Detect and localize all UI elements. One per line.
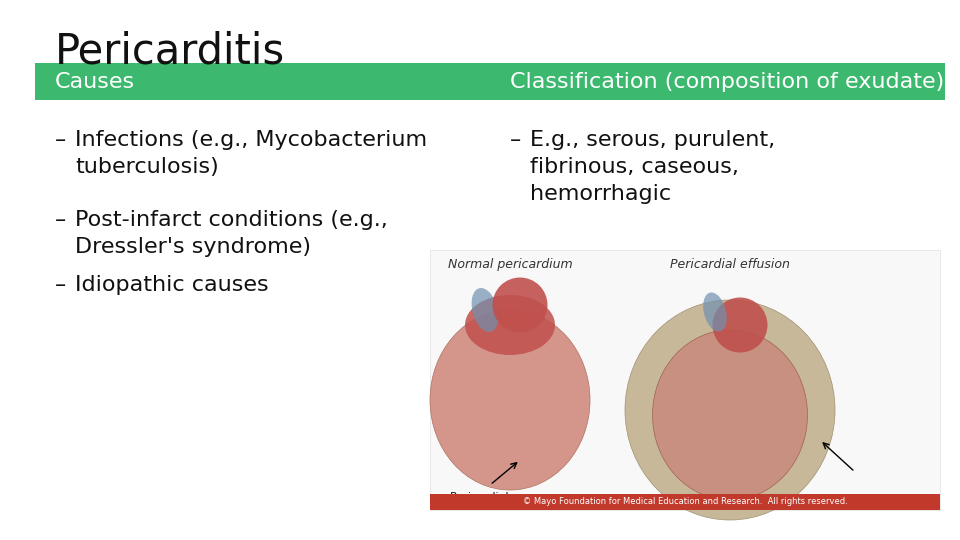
Text: Pericardial sac: Pericardial sac: [450, 492, 531, 502]
Text: E.g., serous, purulent,
fibrinous, caseous,
hemorrhagic: E.g., serous, purulent, fibrinous, caseo…: [530, 130, 775, 205]
Text: –: –: [55, 275, 66, 295]
Text: Infections (e.g., Mycobacterium
tuberculosis): Infections (e.g., Mycobacterium tubercul…: [75, 130, 427, 177]
Text: Causes: Causes: [55, 71, 135, 91]
Text: –: –: [510, 130, 521, 150]
FancyBboxPatch shape: [430, 494, 940, 510]
Ellipse shape: [625, 300, 835, 520]
Ellipse shape: [465, 295, 555, 355]
Text: Normal pericardium: Normal pericardium: [447, 258, 572, 271]
Ellipse shape: [492, 278, 547, 333]
Text: –: –: [55, 130, 66, 150]
Ellipse shape: [703, 293, 727, 332]
Text: © Mayo Foundation for Medical Education and Research.  All rights reserved.: © Mayo Foundation for Medical Education …: [522, 497, 848, 507]
Text: Pericarditis: Pericarditis: [55, 30, 285, 72]
Text: Classification (composition of exudate): Classification (composition of exudate): [510, 71, 945, 91]
Text: –: –: [55, 210, 66, 230]
Text: Idiopathic causes: Idiopathic causes: [75, 275, 269, 295]
Text: Pericardial effusion: Pericardial effusion: [670, 258, 790, 271]
Ellipse shape: [712, 298, 767, 353]
Ellipse shape: [430, 310, 590, 490]
FancyBboxPatch shape: [430, 250, 940, 510]
Ellipse shape: [653, 330, 807, 500]
Text: Post-infarct conditions (e.g.,
Dressler's syndrome): Post-infarct conditions (e.g., Dressler'…: [75, 210, 388, 257]
FancyBboxPatch shape: [35, 63, 945, 100]
Ellipse shape: [471, 288, 498, 332]
